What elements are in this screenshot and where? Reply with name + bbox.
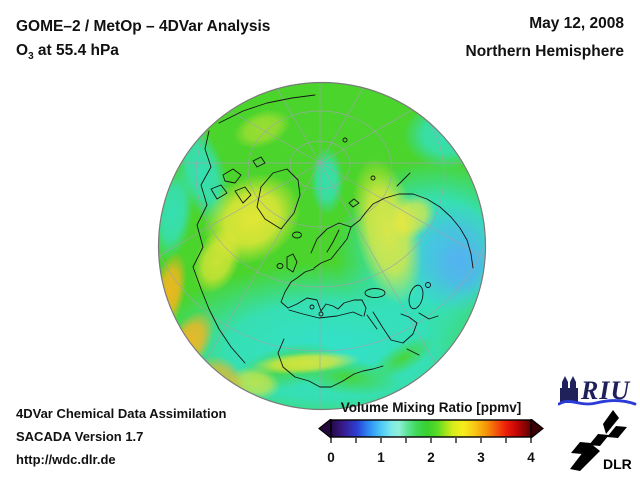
- colorbar-title: Volume Mixing Ratio [ppmv]: [340, 400, 522, 415]
- colorbar-tick-label-1: 1: [377, 450, 385, 465]
- globe-rim: [157, 81, 487, 411]
- credit-line-3: http://wdc.dlr.de: [16, 452, 116, 467]
- pressure-level-label: at 55.4 hPa: [33, 42, 119, 59]
- globe-map: [157, 81, 487, 411]
- colorbar-left-arrow: [318, 417, 332, 440]
- colorbar-ticks: [330, 438, 532, 443]
- dlr-logo: DLR: [570, 410, 632, 472]
- title-line-2: O3 at 55.4 hPa: [16, 39, 270, 69]
- dlr-text: DLR: [603, 456, 632, 472]
- riu-logo: RIU: [558, 376, 637, 406]
- species-subscript: 3: [28, 51, 34, 63]
- title-block: GOME–2 / MetOp – 4DVar Analysis O3 at 55…: [16, 15, 270, 69]
- riu-wave-icon: [558, 399, 637, 406]
- species-symbol: O: [16, 42, 29, 59]
- colorbar-gradient-rect: [330, 419, 532, 438]
- colorbar-tick-labels: 0 1 2 3 4: [318, 450, 544, 466]
- colorbar-tick-label-2: 2: [427, 450, 435, 465]
- region-label: Northern Hemisphere: [465, 43, 624, 60]
- coastlines: [192, 94, 474, 388]
- credit-line-2: SACADA Version 1.7: [16, 429, 144, 444]
- colorbar-right-arrow: [530, 417, 544, 440]
- credits-block: 4DVar Chemical Data Assimilation SACADA …: [16, 402, 227, 471]
- cathedral-icon: [560, 376, 578, 403]
- colorbar-tick-label-4: 4: [527, 450, 535, 465]
- colorbar-block: Volume Mixing Ratio [ppmv] 0 1 2 3 4: [318, 400, 544, 466]
- date-label: May 12, 2008: [529, 15, 624, 32]
- title-line-1: GOME–2 / MetOp – 4DVar Analysis: [16, 18, 271, 35]
- credit-line-1: 4DVar Chemical Data Assimilation: [16, 406, 227, 421]
- colorbar-bar: [318, 417, 544, 443]
- colorbar-tick-label-0: 0: [327, 450, 335, 465]
- dlr-emblem-icon: [570, 410, 627, 471]
- colorbar-tick-label-3: 3: [477, 450, 485, 465]
- date-region-block: May 12, 2008 Northern Hemisphere: [466, 15, 624, 61]
